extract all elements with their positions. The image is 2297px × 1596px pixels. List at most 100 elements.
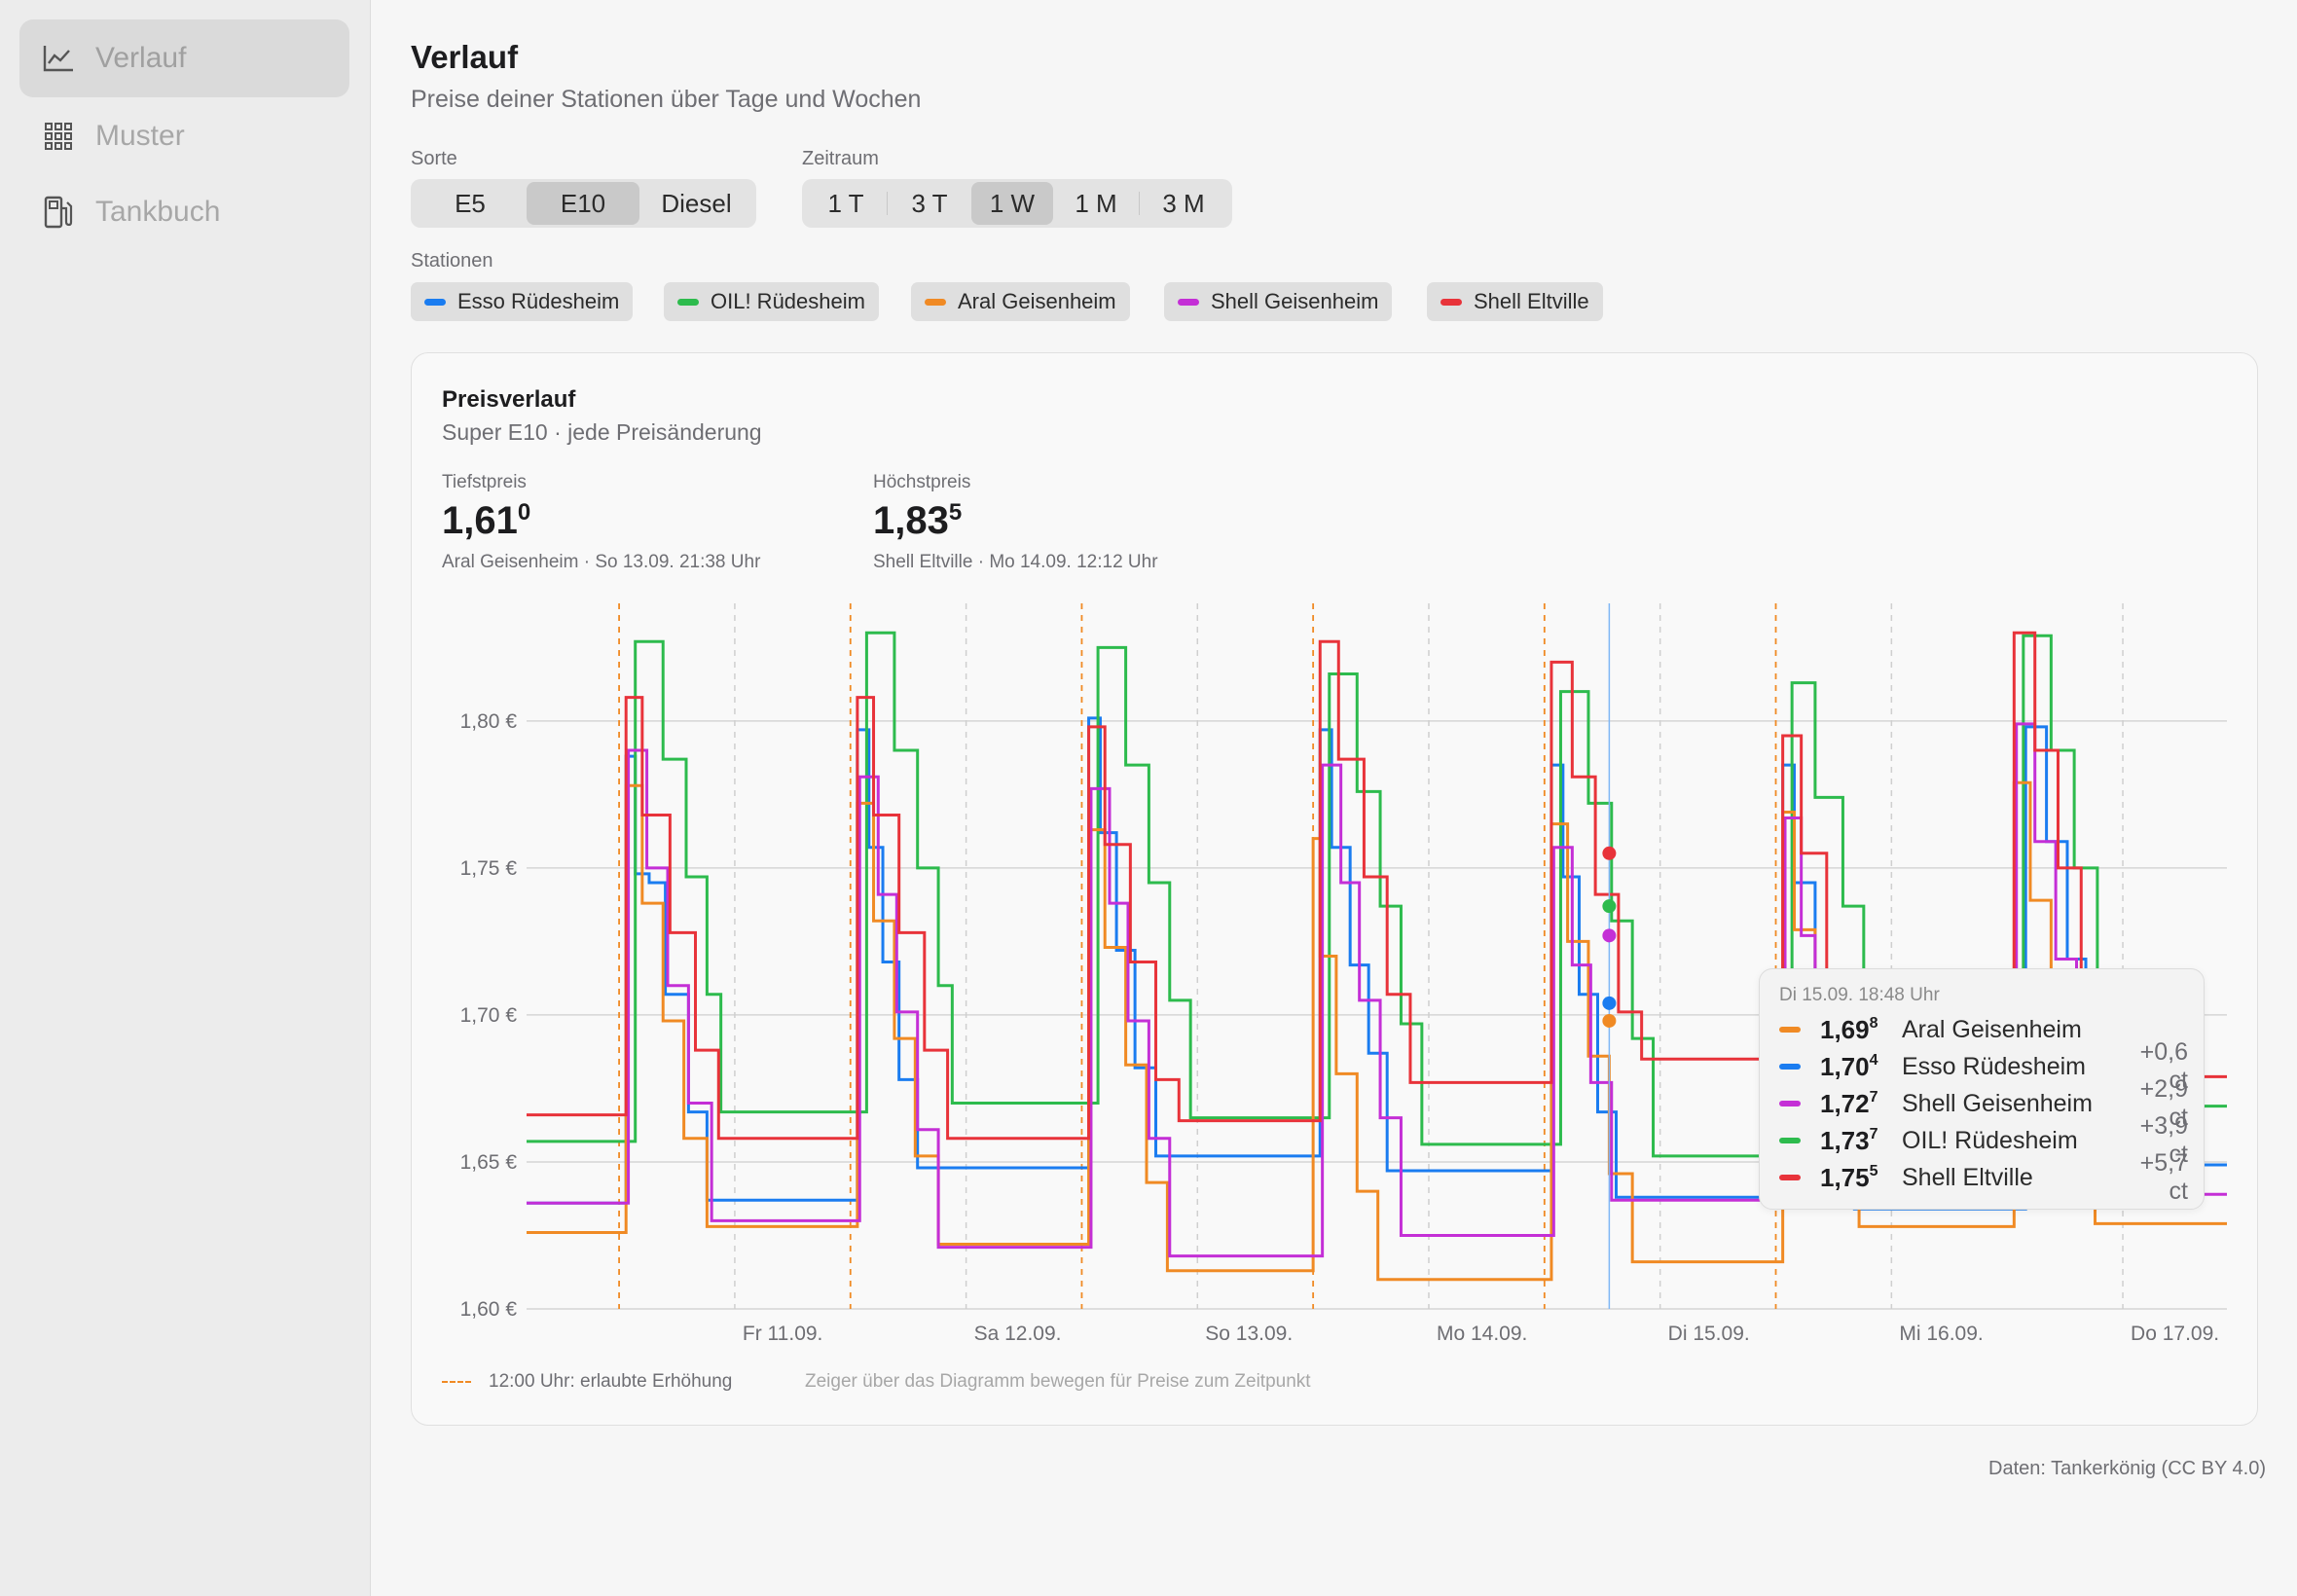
card-subtitle: Super E10 · jede Preisänderung: [442, 419, 762, 445]
station-chip-label: OIL! Rüdesheim: [711, 289, 865, 313]
station-chip-shell-eltville[interactable]: Shell Eltville: [1427, 282, 1603, 321]
tooltip-row: 1,737 OIL! Rüdesheim +3,9 ct: [1779, 1112, 2188, 1168]
sorte-option-e5[interactable]: E5: [455, 188, 486, 218]
cursor-point: [1602, 1013, 1617, 1028]
sorte-option-diesel[interactable]: Diesel: [661, 188, 732, 218]
station-chip-oil-ruedesheim[interactable]: OIL! Rüdesheim: [664, 282, 879, 321]
tooltip-delta: +3,9 ct: [2139, 1112, 2188, 1168]
zeitraum-option-1w[interactable]: 1 W: [971, 182, 1053, 225]
color-swatch: [1779, 1101, 1801, 1106]
zeitraum-option-1t[interactable]: 1 T: [827, 188, 864, 218]
noon-legend: 12:00 Uhr: erlaubte Erhöhung: [442, 1371, 732, 1393]
main-content: Verlauf Preise deiner Stationen über Tag…: [371, 0, 2297, 1596]
stationen-label: Stationen: [411, 250, 493, 272]
cursor-point: [1602, 846, 1617, 860]
chart-hint: Zeiger über das Diagramm bewegen für Pre…: [805, 1371, 1311, 1392]
cursor-point: [1602, 996, 1617, 1010]
tooltip-row: 1,755 Shell Eltville +5,7 ct: [1779, 1149, 2188, 1205]
cursor-point: [1602, 928, 1617, 943]
x-tick-label: Di 15.09.: [1668, 1323, 1750, 1345]
color-swatch: [925, 298, 946, 306]
tooltip-price: 1,755: [1820, 1162, 1878, 1192]
sorte-label: Sorte: [411, 148, 457, 169]
y-tick-label: 1,60 €: [460, 1298, 518, 1321]
tooltip-station: Esso Rüdesheim: [1902, 1052, 2086, 1080]
segment-divider: [1139, 192, 1140, 215]
min-price-meta: Aral Geisenheim · So 13.09. 21:38 Uhr: [442, 552, 761, 572]
zeitraum-option-3m[interactable]: 3 M: [1162, 188, 1205, 218]
max-price-label: Höchstpreis: [873, 472, 971, 492]
sidebar-item-muster[interactable]: Muster: [19, 97, 349, 175]
y-tick-label: 1,80 €: [460, 710, 518, 733]
price-chart-card: Preisverlauf Super E10 · jede Preisänder…: [411, 352, 2258, 1426]
tooltip-row: 1,727 Shell Geisenheim +2,9 ct: [1779, 1075, 2188, 1131]
data-source-note: Daten: Tankerkönig (CC BY 4.0): [1988, 1458, 2266, 1479]
x-tick-label: Do 17.09.: [2131, 1323, 2219, 1345]
page-title: Verlauf: [411, 39, 519, 75]
min-price-label: Tiefstpreis: [442, 472, 527, 492]
color-swatch: [677, 298, 699, 306]
tooltip-row: 1,704 Esso Rüdesheim +0,6 ct: [1779, 1038, 2188, 1094]
color-swatch: [424, 298, 446, 306]
y-tick-label: 1,70 €: [460, 1004, 518, 1027]
sidebar-item-verlauf[interactable]: Verlauf: [19, 19, 349, 97]
x-tick-label: So 13.09.: [1205, 1323, 1293, 1345]
sidebar: Verlauf Muster Tankbuch: [0, 0, 371, 1596]
sidebar-item-tankbuch[interactable]: Tankbuch: [19, 173, 349, 251]
chart-tooltip: Di 15.09. 18:48 Uhr 1,698 Aral Geisenhei…: [1759, 968, 2205, 1210]
station-chip-shell-geisenheim[interactable]: Shell Geisenheim: [1164, 282, 1393, 321]
zeitraum-label: Zeitraum: [802, 148, 879, 169]
color-swatch: [1779, 1064, 1801, 1070]
card-title: Preisverlauf: [442, 386, 576, 413]
grid-icon: [41, 119, 76, 154]
x-tick-label: Sa 12.09.: [974, 1323, 1062, 1345]
sorte-option-e10[interactable]: E10: [527, 182, 639, 225]
tooltip-delta: +2,9 ct: [2139, 1075, 2188, 1131]
tooltip-price: 1,704: [1820, 1051, 1878, 1081]
sidebar-item-label: Tankbuch: [95, 196, 221, 228]
y-tick-label: 1,65 €: [460, 1151, 518, 1174]
min-price-value: 1,610: [442, 499, 531, 542]
station-chip-label: Esso Rüdesheim: [457, 289, 620, 313]
station-chip-esso-ruedesheim[interactable]: Esso Rüdesheim: [411, 282, 634, 321]
color-swatch: [1779, 1138, 1801, 1143]
color-swatch: [1779, 1027, 1801, 1033]
color-swatch: [1178, 298, 1199, 306]
noon-legend-label: 12:00 Uhr: erlaubte Erhöhung: [489, 1371, 733, 1392]
max-price-value: 1,835: [873, 499, 963, 542]
tooltip-price: 1,727: [1820, 1088, 1878, 1118]
tooltip-delta: +0,6 ct: [2139, 1038, 2188, 1094]
tooltip-time: Di 15.09. 18:48 Uhr: [1779, 985, 1940, 1005]
dashed-line-swatch: [442, 1381, 471, 1383]
tooltip-price: 1,737: [1820, 1125, 1878, 1155]
price-step-chart[interactable]: 1,60 € 1,65 € 1,70 € 1,75 € 1,80 € Fr 11.09. S…: [412, 353, 2259, 1365]
station-chip-label: Aral Geisenheim: [958, 289, 1116, 313]
cursor-point: [1602, 899, 1617, 914]
max-price-meta: Shell Eltville · Mo 14.09. 12:12 Uhr: [873, 552, 1158, 572]
color-swatch: [1440, 298, 1462, 306]
tooltip-station: OIL! Rüdesheim: [1902, 1126, 2078, 1154]
tooltip-station: Shell Geisenheim: [1902, 1089, 2093, 1117]
tooltip-price: 1,698: [1820, 1014, 1878, 1044]
sidebar-item-label: Verlauf: [95, 42, 187, 74]
zeitraum-option-1m[interactable]: 1 M: [1075, 188, 1117, 218]
x-tick-label: Fr 11.09.: [743, 1323, 822, 1345]
segment-divider: [887, 192, 888, 215]
x-tick-label: Mi 16.09.: [1899, 1323, 1983, 1345]
tooltip-station: Shell Eltville: [1902, 1163, 2033, 1191]
station-chip-label: Shell Eltville: [1474, 289, 1589, 313]
x-tick-label: Mo 14.09.: [1437, 1323, 1527, 1345]
station-chip-aral-geisenheim[interactable]: Aral Geisenheim: [911, 282, 1130, 321]
tooltip-delta: +5,7 ct: [2139, 1149, 2188, 1205]
fuel-pump-icon: [41, 195, 76, 230]
station-chip-label: Shell Geisenheim: [1211, 289, 1379, 313]
tooltip-row: 1,698 Aral Geisenheim: [1779, 1012, 2188, 1047]
zeitraum-segmented-control: 1 T 3 T 1 W 1 M 3 M: [802, 179, 1232, 228]
sorte-segmented-control: E5 E10 Diesel: [411, 179, 756, 228]
zeitraum-option-3t[interactable]: 3 T: [911, 188, 948, 218]
tooltip-station: Aral Geisenheim: [1902, 1015, 2082, 1043]
sidebar-item-label: Muster: [95, 120, 185, 152]
y-tick-label: 1,75 €: [460, 857, 518, 880]
line-chart-icon: [41, 41, 76, 76]
color-swatch: [1779, 1175, 1801, 1180]
